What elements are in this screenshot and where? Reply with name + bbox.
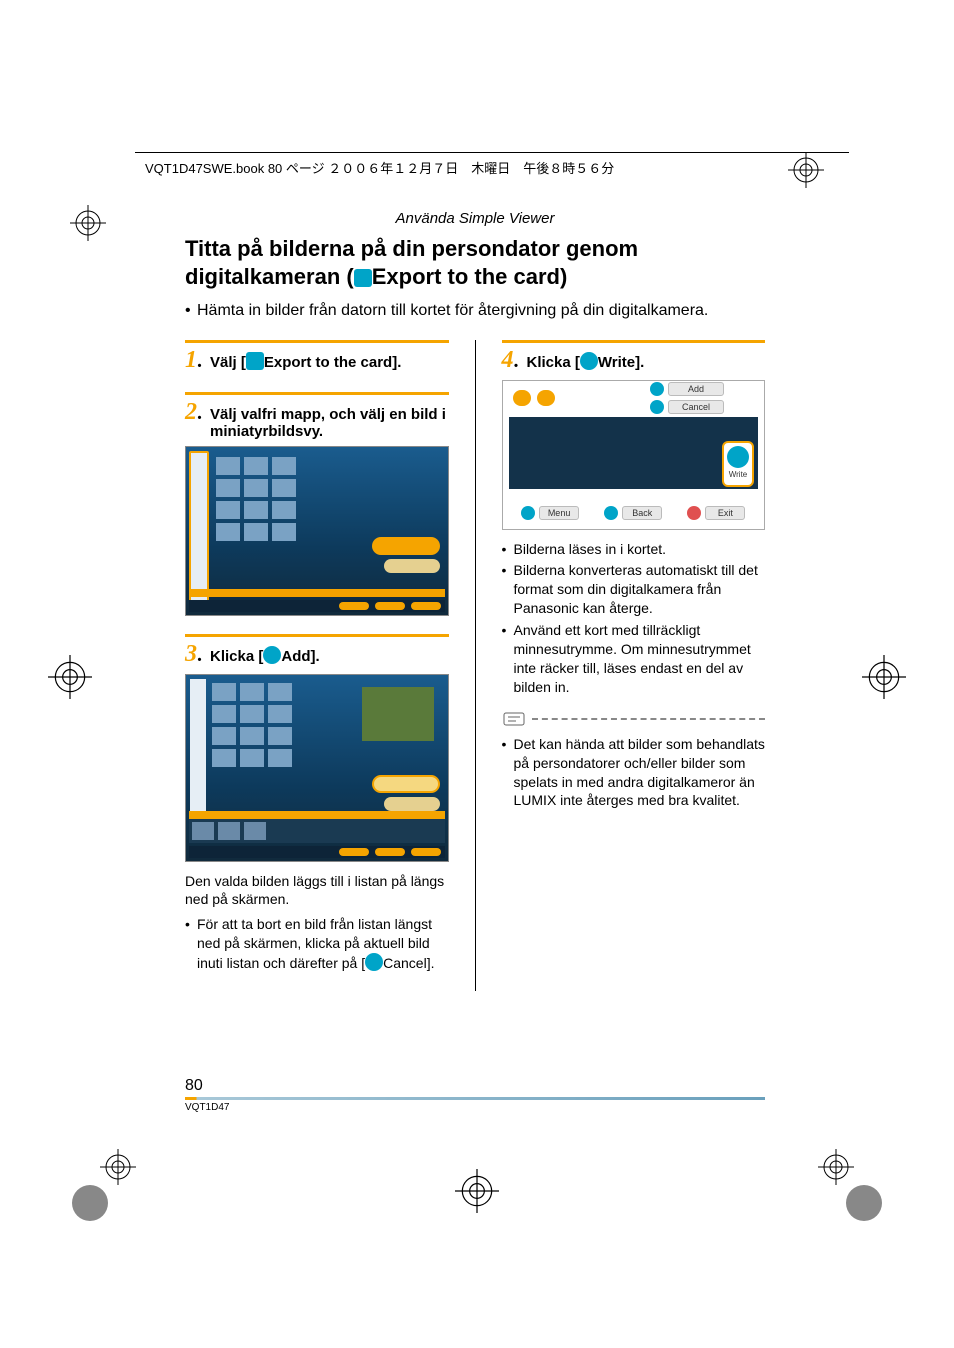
- title-line1: Titta på bilderna på din persondator gen…: [185, 236, 638, 261]
- footer-code: VQT1D47: [185, 1102, 765, 1113]
- footer-rule: [185, 1097, 765, 1100]
- register-icon: [788, 152, 824, 193]
- page-number: 80: [185, 1077, 765, 1095]
- shot-bottom: [189, 600, 445, 612]
- shot-cancel-button: Cancel: [650, 400, 724, 414]
- write-label: Write: [729, 470, 748, 479]
- step-2-text: Välj valfri mapp, och välj en bild i min…: [210, 406, 449, 440]
- step-3-text: Klicka [Add].: [210, 646, 320, 665]
- shot-label-bar: [189, 589, 445, 597]
- shot-write-highlight: Write: [722, 441, 754, 487]
- register-icon: [70, 205, 106, 246]
- step-3: 3. Klicka [Add].: [185, 634, 449, 973]
- register-icon: [818, 1149, 854, 1190]
- register-icon: [48, 655, 92, 704]
- intro-list: Hämta in bilder från datorn till kortet …: [185, 300, 765, 322]
- shot-back-button: Back: [604, 506, 662, 520]
- step-4: 4. Klicka [Write]. Add Cancel: [502, 340, 766, 811]
- step-number: 3.: [185, 641, 202, 668]
- step-4-bullets: Bilderna läses in i kortet. Bilderna kon…: [502, 540, 766, 697]
- step-number: 1.: [185, 347, 202, 374]
- shot-button: [384, 559, 440, 573]
- add-icon: [263, 646, 281, 664]
- shot-label-bar: [189, 811, 445, 819]
- bullet-item: Bilderna läses in i kortet.: [502, 540, 766, 559]
- shot-add-button-highlight: [372, 775, 440, 793]
- shot-preview: [362, 687, 434, 741]
- card-icon: [354, 269, 372, 287]
- left-column: 1. Välj [Export to the card]. 2. Välj va…: [185, 340, 449, 991]
- step-2-screenshot: [185, 446, 449, 616]
- title-line2-pre: digitalkameran (: [185, 264, 354, 289]
- note-bullet: Det kan hända att bilder som behandlats …: [502, 735, 766, 811]
- arrow-right-icon: [537, 390, 555, 406]
- step-1-text: Välj [Export to the card].: [210, 352, 401, 371]
- bullet-item: Bilderna konverteras automatiskt till de…: [502, 561, 766, 618]
- page-title: Titta på bilderna på din persondator gen…: [185, 235, 765, 290]
- shot-button: [372, 537, 440, 555]
- shot-bottom: [189, 846, 445, 858]
- shot-button: [384, 797, 440, 811]
- note-icon: [502, 711, 526, 727]
- step-3-bullet: För att ta bort en bild från listan läng…: [185, 915, 449, 973]
- step-4-screenshot: Add Cancel Write Menu Back Exit: [502, 380, 766, 530]
- step-rule: [185, 340, 449, 343]
- step-rule: [185, 392, 449, 395]
- title-line2-post: Export to the card): [372, 264, 568, 289]
- page-footer: 80 VQT1D47: [185, 1077, 765, 1113]
- step-rule: [502, 340, 766, 343]
- card-icon: [246, 352, 264, 370]
- step-1: 1. Välj [Export to the card].: [185, 340, 449, 374]
- note-list: Det kan hända att bilder som behandlats …: [502, 735, 766, 811]
- shot-add-button: Add: [650, 382, 724, 396]
- register-icon: [455, 1169, 499, 1218]
- step-number: 2.: [185, 399, 202, 426]
- intro-bullet: Hämta in bilder från datorn till kortet …: [185, 300, 765, 322]
- register-icon: [862, 655, 906, 704]
- note-divider: [502, 711, 766, 727]
- column-divider: [475, 340, 476, 991]
- shot-thumbnails: [216, 457, 296, 541]
- shot-menu-button: Menu: [521, 506, 579, 520]
- write-icon: [727, 446, 749, 468]
- right-column: 4. Klicka [Write]. Add Cancel: [502, 340, 766, 991]
- step-4-text: Klicka [Write].: [527, 352, 645, 371]
- shot-sidebar: [190, 679, 206, 819]
- header-filepath: VQT1D47SWE.book 80 ページ ２００６年１２月７日 木曜日 午後…: [145, 158, 614, 177]
- register-icon: [100, 1149, 136, 1190]
- step-3-screenshot: [185, 674, 449, 862]
- arrow-left-icon: [513, 390, 531, 406]
- write-icon: [580, 352, 598, 370]
- shot-exit-button: Exit: [687, 506, 745, 520]
- shot-thumbnails: [212, 683, 292, 767]
- section-label: Använda Simple Viewer: [185, 210, 765, 227]
- step-3-body: Den valda bilden läggs till i listan på …: [185, 872, 449, 910]
- shot-bottom-thumbs: [189, 819, 445, 843]
- header-rule: [135, 152, 849, 153]
- step-rule: [185, 634, 449, 637]
- bullet-item: Använd ett kort med tillräckligt minnesu…: [502, 621, 766, 697]
- step-number: 4.: [502, 347, 519, 374]
- shot-preview-area: [509, 417, 759, 489]
- cancel-icon: [365, 953, 383, 971]
- step-2: 2. Välj valfri mapp, och välj en bild i …: [185, 392, 449, 616]
- shot-sidebar: [189, 451, 209, 611]
